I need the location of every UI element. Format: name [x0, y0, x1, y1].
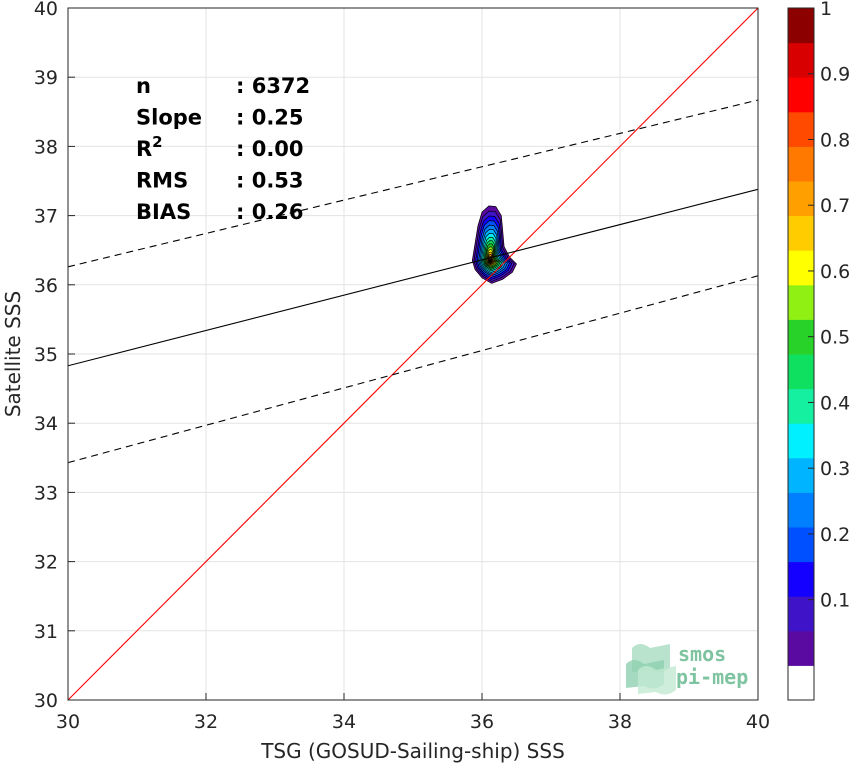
x-tick-label: 32: [194, 711, 218, 733]
reference-lines: [68, 8, 758, 700]
y-tick-label: 31: [34, 621, 58, 643]
colorbar: 0.1 0.2 0.3 0.4 0.5 0.6 0.7 0.8 0.9 1: [787, 0, 850, 701]
density-contours: [471, 205, 517, 284]
colorbar-segment: [788, 215, 814, 251]
colorbar-segment: [788, 492, 814, 528]
y-tick-label: 32: [34, 552, 58, 574]
y-tick-label: 30: [34, 690, 58, 712]
colorbar-segment: [788, 596, 814, 632]
regression-line: [68, 188, 758, 367]
y-tick-label: 33: [34, 482, 58, 504]
colorbar-segment: [788, 250, 814, 286]
logo-waves-icon: [626, 644, 676, 695]
colorbar-segment: [788, 561, 814, 597]
colorbar-segment: [788, 388, 814, 424]
x-axis-ticks: 30 32 34 36 38 40: [56, 693, 770, 733]
x-tick-label: 40: [746, 711, 770, 733]
stat-label: Slope: [136, 106, 202, 130]
logo-line1: smos: [678, 642, 726, 666]
colorbar-segment: [788, 77, 814, 113]
x-axis-label: TSG (GOSUD-Sailing-ship) SSS: [260, 739, 565, 763]
colorbar-segment: [788, 111, 814, 147]
y-tick-label: 37: [34, 206, 58, 228]
identity-line: [68, 8, 758, 700]
grid-lines: [67, 7, 759, 701]
stat-value: : 0.25: [236, 106, 304, 130]
colorbar-segment: [788, 423, 814, 459]
stat-value: : 6372: [236, 74, 310, 98]
y-tick-label: 39: [34, 67, 58, 89]
y-tick-label: 40: [34, 0, 58, 20]
x-tick-label: 30: [56, 711, 80, 733]
colorbar-tick-label: 0.6: [820, 261, 850, 283]
colorbar-segment: [788, 284, 814, 320]
x-tick-label: 34: [332, 711, 356, 733]
stat-label: BIAS: [136, 200, 191, 224]
colorbar-tick-label: 0.4: [820, 392, 850, 414]
y-axis-label: Satellite SSS: [1, 291, 25, 417]
colorbar-tick-label: 0.2: [820, 524, 850, 546]
colorbar-segment: [788, 354, 814, 390]
colorbar-tick-label: 0.8: [820, 129, 850, 151]
colorbar-tick-label: 0.5: [820, 327, 850, 349]
stat-value: : 0.26: [236, 200, 304, 224]
smos-pimep-logo: smos pi-mep: [626, 642, 748, 695]
y-axis-ticks: 30 31 32 33 34 35 36 37 38 39 40: [34, 0, 75, 712]
colorbar-segment: [788, 665, 814, 701]
y-tick-label: 38: [34, 136, 58, 158]
stat-superscript: 2: [152, 133, 162, 151]
stat-label: n: [136, 74, 151, 98]
colorbar-segment: [788, 527, 814, 563]
stat-label: RMS: [136, 169, 188, 193]
colorbar-segment: [788, 8, 814, 44]
colorbar-segment: [788, 146, 814, 182]
colorbar-tick-label: 0.7: [820, 195, 850, 217]
colorbar-segment: [788, 630, 814, 666]
y-tick-label: 34: [34, 413, 58, 435]
stat-value: : 0.00: [236, 137, 304, 161]
x-tick-label: 36: [470, 711, 494, 733]
upper-bound-line: [68, 99, 758, 268]
stat-value: : 0.53: [236, 169, 304, 193]
x-tick-label: 38: [608, 711, 632, 733]
colorbar-segment: [788, 181, 814, 217]
colorbar-tick-label: 0.9: [820, 64, 850, 86]
colorbar-tick-label: 0.1: [820, 590, 850, 612]
colorbar-tick-label: 0.3: [820, 458, 850, 480]
colorbar-frame: [787, 7, 815, 701]
y-tick-label: 36: [34, 275, 58, 297]
colorbar-tick-label: 1: [820, 0, 832, 20]
colorbar-segment: [788, 42, 814, 78]
logo-line2: pi-mep: [676, 665, 748, 689]
colorbar-segment: [788, 457, 814, 493]
y-tick-label: 35: [34, 344, 58, 366]
